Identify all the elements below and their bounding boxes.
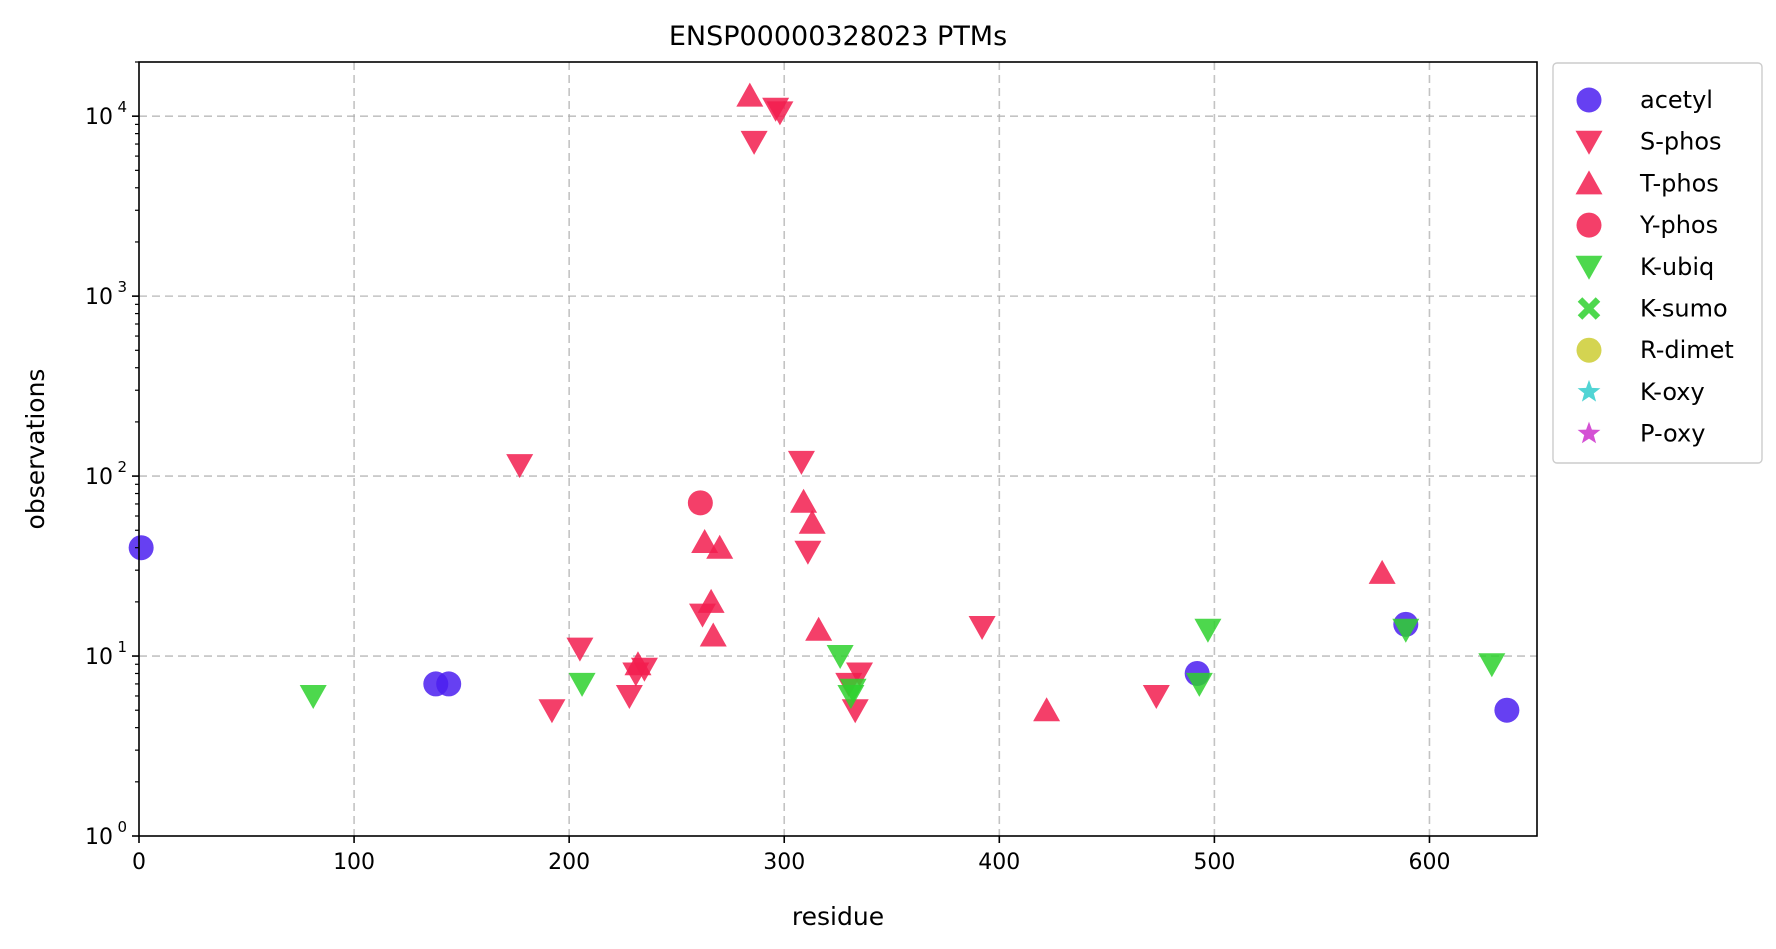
x-axis-label: residue [792, 902, 884, 931]
data-point-t-phos [697, 588, 725, 613]
legend-label-k-ubiq: K-ubiq [1640, 253, 1714, 281]
legend-marker-s-phos [1575, 130, 1603, 155]
y-tick-label: 10 [85, 465, 113, 490]
legend-label-y-phos: Y-phos [1639, 211, 1718, 239]
legend: acetyl S-phos T-phos Y-phos K-ubiq K-sumo R-di… [1552, 62, 1763, 464]
grid [139, 62, 1537, 836]
data-point-t-phos [706, 534, 734, 559]
data-point-acetyl [1494, 697, 1520, 723]
y-tick-label-exponent: 2 [117, 458, 127, 476]
legend-marker-k-oxy [1577, 379, 1601, 402]
legend-label-p-oxy: P-oxy [1640, 420, 1705, 448]
data-point-s-phos [766, 101, 794, 126]
data-point-s-phos [1142, 684, 1170, 709]
data-point-s-phos [794, 540, 822, 565]
legend-marker-k-sumo [1577, 297, 1601, 320]
legend-marker-r-dimet [1576, 337, 1602, 363]
y-tick-label: 10 [85, 105, 113, 130]
plot-frame [138, 61, 1538, 837]
data-point-k-ubiq [839, 678, 867, 703]
data-point-k-ubiq [299, 684, 327, 709]
data-point-s-phos [506, 454, 534, 479]
data-point-s-phos [968, 616, 996, 641]
data-point-t-phos [624, 651, 652, 676]
y-tick-label-exponent: 4 [117, 98, 127, 116]
legend-label-acetyl: acetyl [1640, 86, 1713, 114]
legend-label-k-sumo: K-sumo [1640, 295, 1728, 323]
data-point-t-phos [798, 509, 826, 534]
x-tick-label: 500 [1193, 850, 1235, 875]
y-axis-label: observations [21, 369, 50, 530]
data-point-s-phos [566, 637, 594, 662]
data-point-k-ubiq [1392, 618, 1420, 643]
data-point-s-phos [538, 699, 566, 724]
legend-label-k-oxy: K-oxy [1640, 378, 1705, 406]
data-point-t-phos [691, 529, 719, 554]
legend-label-t-phos: T-phos [1639, 169, 1719, 197]
legend-label-r-dimet: R-dimet [1640, 336, 1734, 364]
data-point-k-ubiq [1194, 618, 1222, 643]
data-point-acetyl [128, 535, 154, 561]
data-point-acetyl [436, 671, 462, 697]
data-point-k-ubiq [568, 672, 596, 697]
data-point-s-phos [787, 450, 815, 475]
y-tick-label: 10 [85, 645, 113, 670]
data-point-k-ubiq [826, 645, 854, 670]
data-point-s-phos [846, 662, 874, 687]
data-point-t-phos [699, 622, 727, 647]
legend-marker-p-oxy [1577, 421, 1601, 444]
data-point-t-phos [1033, 697, 1061, 722]
legend-marker-t-phos [1575, 170, 1603, 195]
legend-marker-y-phos [1576, 212, 1602, 238]
data-point-t-phos [805, 616, 833, 641]
y-tick-label-exponent: 0 [117, 818, 127, 836]
data-point-s-phos [615, 684, 643, 709]
legend-label-s-phos: S-phos [1640, 128, 1722, 156]
data-points [128, 82, 1520, 724]
x-tick-label: 400 [978, 850, 1020, 875]
legend-box [1552, 62, 1763, 464]
y-tick-label: 10 [85, 825, 113, 850]
legend-marker-acetyl [1576, 87, 1602, 113]
data-point-s-phos [841, 699, 869, 724]
data-point-y-phos [687, 490, 713, 516]
data-point-s-phos [740, 130, 768, 155]
data-point-k-ubiq [1185, 672, 1213, 697]
data-point-k-ubiq [1478, 653, 1506, 678]
x-tick-label: 0 [132, 850, 146, 875]
x-tick-label: 600 [1408, 850, 1450, 875]
chart-title: ENSP00000328023 PTMs [669, 21, 1007, 52]
legend-marker-k-ubiq [1575, 255, 1603, 280]
x-tick-label: 200 [548, 850, 590, 875]
x-tick-label: 100 [333, 850, 375, 875]
data-point-t-phos [1368, 559, 1396, 584]
y-tick-label-exponent: 3 [117, 278, 127, 296]
x-tick-label: 300 [763, 850, 805, 875]
data-point-t-phos [790, 488, 818, 513]
data-point-t-phos [736, 82, 764, 107]
y-tick-label: 10 [85, 285, 113, 310]
y-tick-label-exponent: 1 [117, 638, 127, 656]
